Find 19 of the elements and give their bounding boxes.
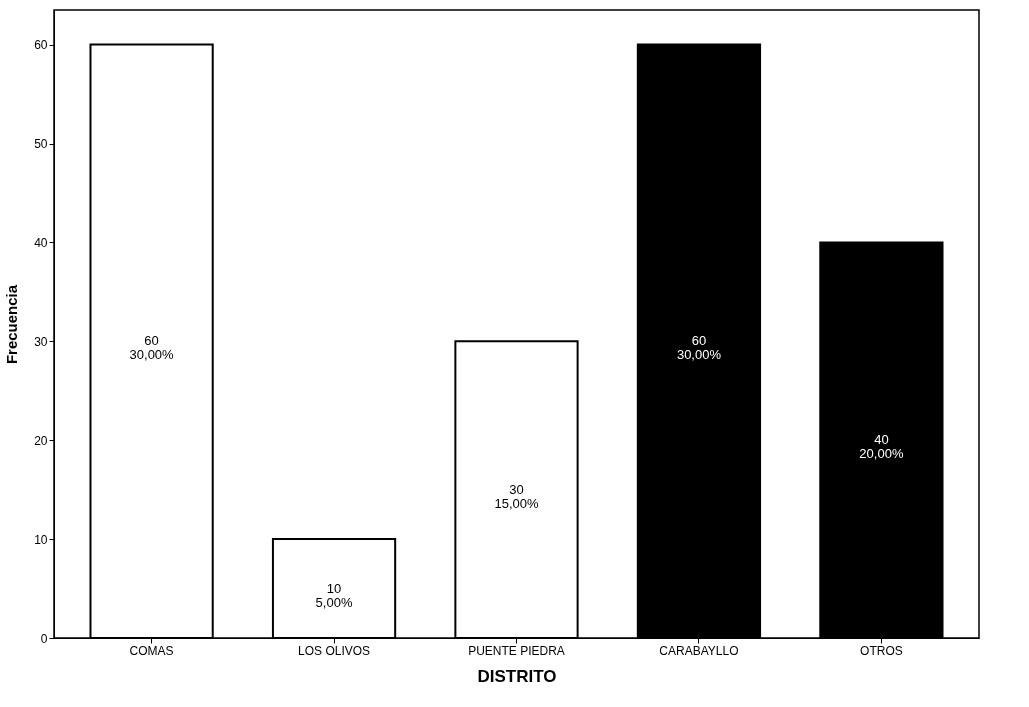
data-label: 60 30,00% xyxy=(676,333,722,363)
y-tick-label: 40 xyxy=(34,235,48,250)
y-tick-label: 60 xyxy=(34,38,48,53)
data-label: 10 5,00% xyxy=(315,580,353,610)
y-tick-label: 50 xyxy=(34,137,48,152)
x-tick-label: COMAS xyxy=(129,643,174,658)
x-axis-title: DISTRITO xyxy=(477,666,557,686)
x-tick-label: OTROS xyxy=(860,643,903,658)
y-tick-label: 10 xyxy=(34,532,48,547)
y-tick-label: 30 xyxy=(34,334,48,349)
y-tick-label: 0 xyxy=(40,631,48,646)
data-label: 60 30,00% xyxy=(129,333,175,363)
data-label: 40 20,00% xyxy=(859,432,904,462)
data-label: 30 15,00% xyxy=(494,481,539,511)
x-tick-label: PUENTE PIEDRA xyxy=(468,643,565,658)
x-tick-label: CARABAYLLO xyxy=(659,643,739,658)
x-tick-label: LOS OLIVOS xyxy=(298,643,371,658)
y-axis-title: Frecuencia xyxy=(3,284,21,365)
y-tick-label: 20 xyxy=(34,433,48,448)
